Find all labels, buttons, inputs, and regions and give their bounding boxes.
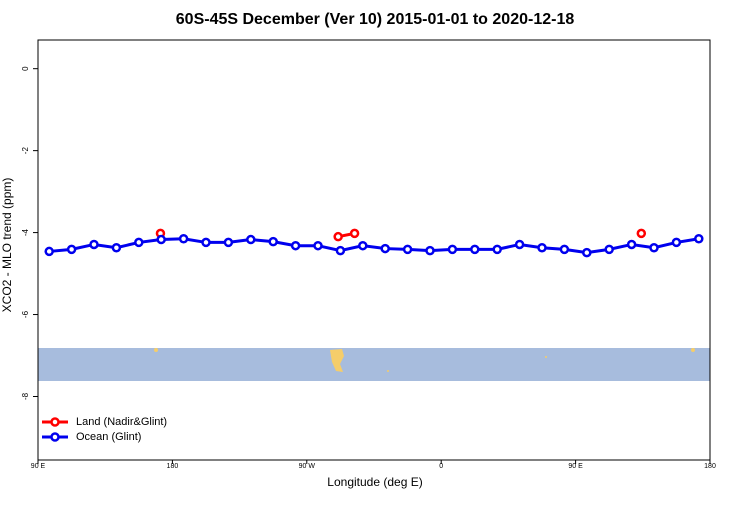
- data-point: [358, 240, 368, 251]
- data-point: [66, 244, 77, 255]
- data-point: [335, 245, 346, 256]
- data-point: [402, 244, 413, 255]
- data-point: [134, 237, 144, 248]
- data-point: [694, 233, 704, 244]
- data-point: [425, 245, 435, 256]
- data-point: [290, 240, 301, 251]
- data-point: [671, 237, 682, 248]
- legend-label: Ocean (Glint): [76, 431, 141, 443]
- x-tick-label: 90 W: [299, 463, 316, 470]
- data-point: [44, 246, 54, 257]
- data-point: [223, 237, 234, 248]
- data-point: [604, 244, 614, 255]
- data-point: [582, 247, 592, 258]
- legend-marker: [50, 432, 60, 442]
- data-point: [111, 242, 122, 253]
- data-point: [178, 233, 189, 244]
- y-axis-label: XCO2 - MLO trend (ppm): [0, 178, 14, 313]
- data-point: [89, 239, 99, 250]
- x-tick-label: 180: [704, 463, 716, 470]
- data-point: [268, 236, 278, 247]
- legend-marker: [50, 417, 60, 427]
- data-point: [514, 239, 525, 250]
- data-point: [626, 239, 637, 250]
- x-tick-label: 0: [439, 463, 443, 470]
- y-tick-label: -2: [21, 147, 30, 155]
- y-tick-label: -4: [21, 228, 30, 236]
- data-point: [636, 228, 647, 239]
- plot-frame: [37, 39, 711, 461]
- data-point: [559, 244, 570, 255]
- legend-label: Land (Nadir&Glint): [76, 416, 167, 428]
- data-point: [156, 234, 166, 245]
- y-tick-label: 0: [21, 66, 30, 71]
- y-tick-label: -6: [21, 310, 30, 318]
- data-point: [537, 242, 547, 253]
- data-point: [349, 228, 360, 239]
- x-axis-label: Longitude (deg E): [327, 475, 422, 489]
- x-tick-label: 180: [167, 463, 179, 470]
- data-point: [380, 243, 390, 254]
- data-point: [470, 244, 480, 255]
- series-line: [49, 237, 700, 255]
- y-tick-label: -8: [21, 392, 30, 400]
- chart-title: 60S-45S December (Ver 10) 2015-01-01 to …: [176, 11, 575, 28]
- map-band: [38, 348, 710, 381]
- data-point: [201, 237, 211, 248]
- data-point: [246, 234, 256, 245]
- data-point: [333, 231, 343, 242]
- x-tick-label: 90 E: [31, 463, 46, 470]
- data-point: [313, 240, 323, 251]
- data-point: [649, 242, 659, 253]
- data-point: [447, 244, 458, 255]
- x-tick-label: 90 E: [568, 463, 583, 470]
- data-point: [492, 244, 502, 255]
